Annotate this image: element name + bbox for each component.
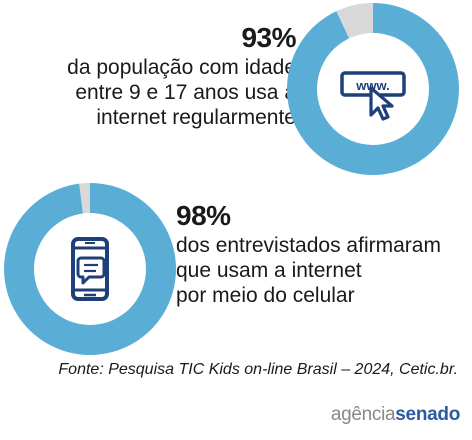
stat-description-line: que usam a internet <box>176 259 362 282</box>
stat-description-line: dos entrevistados afirmaram <box>176 234 441 257</box>
stat-internet-usage: 93% da população com idade entre 9 e 17 … <box>67 22 296 130</box>
donut-segment-filled <box>287 3 459 175</box>
stat-description-line: da população com idade <box>67 56 296 79</box>
stat-description-line: por meio do celular <box>176 284 355 307</box>
svg-text:www.: www. <box>355 78 389 93</box>
logo-part2: senado <box>395 404 460 425</box>
stat-mobile-usage: 98% dos entrevistados afirmaram que usam… <box>176 200 441 308</box>
www-cursor-icon: www. <box>340 71 406 121</box>
donut-chart-mobile-usage <box>4 183 176 355</box>
stat-percent: 98% <box>176 200 231 231</box>
donut-chart-internet-usage: www. <box>287 3 459 175</box>
stat-description-line: entre 9 e 17 anos usa a <box>75 81 296 104</box>
stat-percent: 93% <box>241 22 296 53</box>
stat-description-line: internet regularmente <box>96 106 296 129</box>
agencia-senado-logo: agênciasenado <box>331 404 460 426</box>
smartphone-chat-icon <box>71 237 109 301</box>
logo-part1: agência <box>330 404 396 425</box>
source-note: Fonte: Pesquisa TIC Kids on-line Brasil … <box>58 361 458 378</box>
